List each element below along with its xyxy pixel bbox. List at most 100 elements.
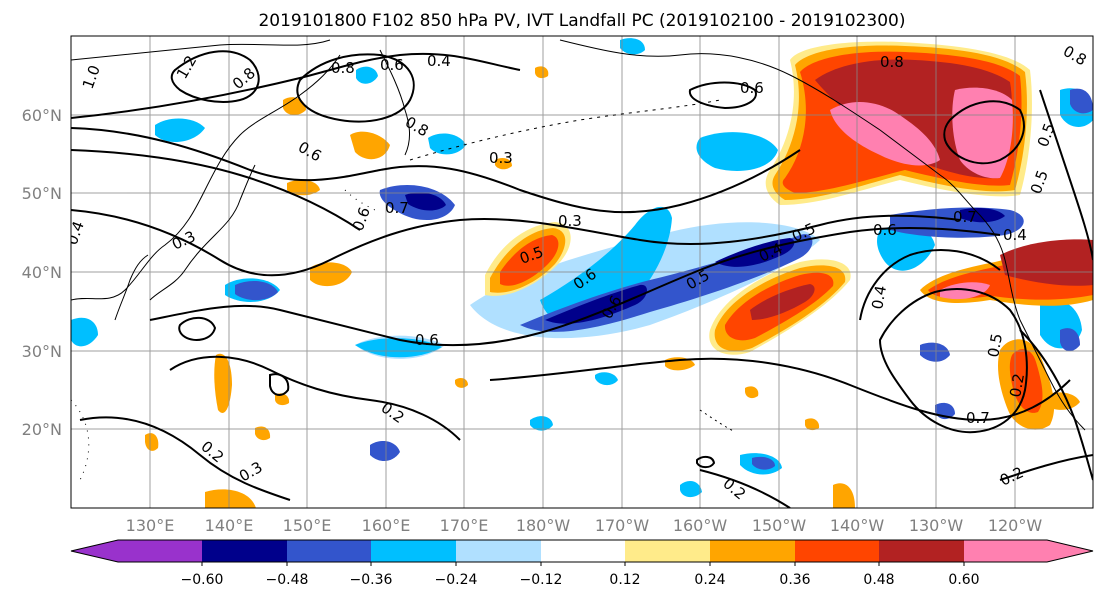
pv-shade-orange bbox=[287, 179, 320, 196]
coastlines bbox=[71, 39, 1086, 481]
pv-shade-orange bbox=[350, 131, 390, 160]
contour-line bbox=[71, 149, 361, 231]
pv-shade-pink bbox=[940, 282, 990, 300]
contour-line bbox=[71, 52, 521, 119]
lat-label: 60°N bbox=[22, 106, 62, 125]
contour-label: 0.7 bbox=[966, 409, 990, 427]
colorbar-tick-label: −0.12 bbox=[520, 572, 563, 588]
colorbar-tick-label: −0.24 bbox=[435, 572, 478, 588]
contour-line bbox=[149, 227, 1001, 347]
lon-label: 140°W bbox=[830, 516, 885, 535]
coastline-korea bbox=[114, 254, 149, 321]
map-frame bbox=[70, 35, 1094, 509]
lon-label: 150°E bbox=[283, 516, 332, 535]
colorbar-tick-label: −0.36 bbox=[350, 572, 393, 588]
pv-shade-orange bbox=[455, 377, 468, 388]
pv-shade-cyan bbox=[71, 317, 98, 347]
pv-shade-cyan bbox=[620, 38, 645, 55]
latitude-labels: 60°N 50°N 40°N 30°N 20°N bbox=[22, 106, 62, 439]
lon-label: 140°E bbox=[205, 516, 254, 535]
contour-label: 0.3 bbox=[489, 149, 513, 167]
coastline-north-america bbox=[974, 209, 1086, 431]
pv-shade-blue bbox=[1060, 328, 1080, 352]
contour-label: 0.4 bbox=[427, 52, 451, 70]
pv-shade-blue bbox=[370, 440, 400, 462]
lon-label: 180°W bbox=[516, 516, 571, 535]
pv-shade-cyan bbox=[877, 225, 935, 271]
contour-line bbox=[269, 373, 290, 396]
colorbar-swatch bbox=[964, 540, 1048, 562]
lon-label: 170°E bbox=[440, 516, 489, 535]
pv-shade-cyan bbox=[680, 480, 702, 498]
pv-shade-pink bbox=[952, 87, 1013, 179]
contour-label: 0.3 bbox=[558, 212, 582, 230]
colorbar-tick-label: −0.48 bbox=[266, 572, 309, 588]
contour-label: 0.4 bbox=[868, 284, 890, 311]
colorbar-swatch bbox=[541, 540, 627, 562]
lat-label: 30°N bbox=[22, 342, 62, 361]
colorbar-swatch bbox=[117, 540, 203, 562]
lat-label: 20°N bbox=[22, 420, 62, 439]
colorbar-tick-label: 0.36 bbox=[779, 572, 810, 588]
pv-shade-orange bbox=[255, 426, 271, 441]
contour-line bbox=[71, 209, 961, 277]
colorbar-swatch bbox=[625, 540, 711, 562]
contours bbox=[71, 50, 1093, 508]
colorbar-tick-label: 0.12 bbox=[609, 572, 640, 588]
pv-shade-orange bbox=[745, 386, 759, 399]
lon-label: 170°W bbox=[595, 516, 650, 535]
coastline-hawaii bbox=[699, 409, 736, 433]
pv-shade-blue bbox=[920, 342, 950, 362]
pv-shade-redorange bbox=[500, 235, 559, 286]
pv-shade-cyan bbox=[696, 132, 778, 171]
contour-label: 0.5 bbox=[984, 332, 1006, 359]
contour-label: 0.8 bbox=[880, 53, 904, 71]
contour-line bbox=[178, 316, 217, 341]
contour-line bbox=[878, 288, 1028, 434]
pv-shade-orange bbox=[275, 393, 290, 406]
contour-line bbox=[296, 53, 415, 123]
colorbar-swatch bbox=[879, 540, 965, 562]
pv-shade-cyan bbox=[428, 133, 466, 155]
pv-shade-cyan bbox=[540, 206, 672, 328]
colorbar-tick-label: 0.24 bbox=[694, 572, 725, 588]
colorbar-swatch bbox=[795, 540, 881, 562]
colorbar-tick-label: −0.60 bbox=[181, 572, 224, 588]
colorbar-outline bbox=[70, 539, 1094, 563]
pv-shade-cyan bbox=[356, 66, 378, 84]
lon-label: 150°W bbox=[752, 516, 807, 535]
contour-label: 0.7 bbox=[385, 199, 409, 217]
contour-line bbox=[1039, 89, 1093, 261]
pv-shade-orange bbox=[214, 353, 232, 413]
pv-shade-cyan bbox=[530, 416, 553, 431]
contour-line bbox=[999, 454, 1093, 481]
colorbar-min-extension bbox=[71, 540, 118, 562]
pv-shade-navy bbox=[960, 208, 1005, 223]
contour-line bbox=[1019, 329, 1093, 481]
longitude-labels: 130°E 140°E 150°E 160°E 170°E 180°W 170°… bbox=[126, 516, 1043, 535]
lon-label: 120°W bbox=[988, 516, 1043, 535]
colorbar-swatch bbox=[456, 540, 542, 562]
contour-label: 0.6 bbox=[380, 56, 404, 74]
contour-label: 0.6 bbox=[873, 221, 897, 239]
map-title: 2019101800 F102 850 hPa PV, IVT Landfall… bbox=[258, 11, 905, 31]
pv-shade-darkred bbox=[750, 284, 815, 320]
coastline-alaska bbox=[559, 39, 976, 211]
contour-line bbox=[489, 357, 1071, 422]
lon-label: 130°E bbox=[126, 516, 175, 535]
colorbar-swatch bbox=[710, 540, 796, 562]
pv-shade-cyan bbox=[595, 372, 618, 386]
lon-label: 160°E bbox=[362, 516, 411, 535]
pv-shade-darkred bbox=[1000, 239, 1093, 286]
pv-shade-blue bbox=[752, 456, 775, 470]
pv-shading bbox=[71, 38, 1093, 508]
colorbar-max-extension bbox=[1047, 540, 1093, 562]
contour-label: 0.6 bbox=[740, 79, 764, 97]
coastline-asia bbox=[71, 39, 341, 301]
contour-line bbox=[696, 455, 716, 469]
coastline-kamchatka bbox=[379, 49, 410, 156]
graticule bbox=[71, 36, 1093, 508]
pv-shade-orange bbox=[535, 66, 549, 79]
pv-shade-orange bbox=[145, 433, 159, 451]
